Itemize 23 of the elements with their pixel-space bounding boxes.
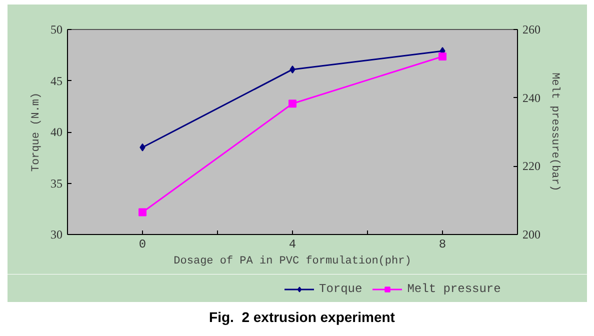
y-tick-label: 30	[50, 228, 62, 242]
legend-label: Torque	[319, 282, 362, 296]
text: Fig. 2 extrusion experiment	[209, 308, 395, 327]
point	[290, 65, 296, 74]
x-tick-label: 0	[138, 238, 146, 252]
x-tick-label: 4	[288, 238, 296, 252]
y2-tick-label: 220	[522, 159, 540, 174]
point	[438, 52, 446, 60]
point	[288, 100, 296, 108]
point	[138, 208, 146, 216]
x-axis-title: Dosage of PA in PVC formulation(phr)	[174, 256, 412, 268]
y2-tick-label: 200	[522, 228, 540, 242]
point	[140, 143, 146, 152]
y2-tick-label: 240	[522, 90, 540, 105]
x-tick-label: 8	[438, 238, 446, 252]
y-tick-label: 40	[50, 125, 62, 139]
y-tick-label: 50	[50, 22, 62, 36]
legend-label: Melt pressure	[407, 282, 501, 296]
y2-tick-label: 260	[522, 22, 540, 36]
y-tick-label: 45	[50, 74, 62, 88]
y2-axis-title: Melt pressure(bar)	[548, 72, 560, 192]
y-tick-label: 35	[50, 176, 62, 190]
y-axis-title: Torque (N.m)	[30, 92, 42, 172]
